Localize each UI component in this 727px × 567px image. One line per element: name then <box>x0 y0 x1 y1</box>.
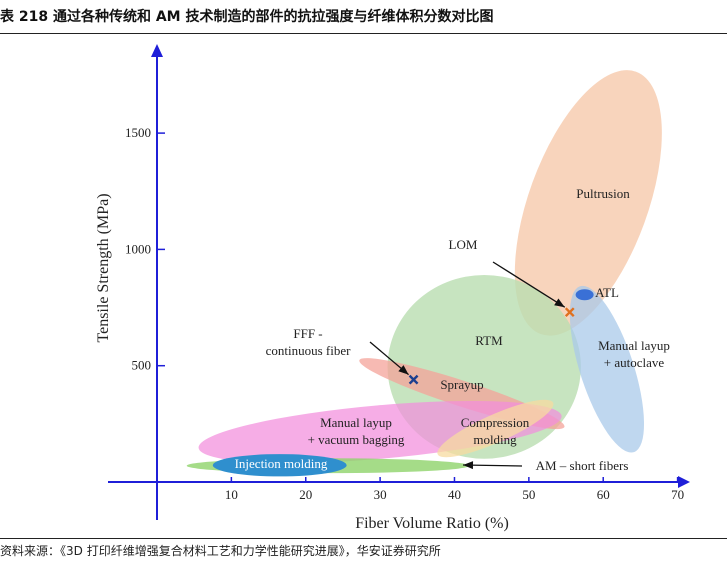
label-sprayup: Sprayup <box>440 377 483 392</box>
data-points <box>408 289 594 385</box>
x-axis-label: Fiber Volume Ratio (%) <box>355 515 509 532</box>
marker-atl <box>575 289 594 301</box>
x-tick-label: 40 <box>448 487 461 502</box>
source-note: 资料来源：《3D 打印纤维增强复合材料工艺和力学性能研究进展》，华安证券研究所 <box>0 544 441 558</box>
y-axis-label: Tensile Strength (MPa) <box>95 193 112 342</box>
title-divider <box>0 33 727 34</box>
y-tick-label: 1000 <box>125 241 151 256</box>
region-injection-molding <box>212 454 347 477</box>
label-am-short-fibers: AM – short fibers <box>536 458 629 473</box>
marker-lom <box>564 307 575 318</box>
label-fff-continuous-fiber: FFF -continuous fiber <box>266 326 352 358</box>
label-rtm: RTM <box>475 333 503 348</box>
label-compression-molding: Compression molding <box>461 415 530 447</box>
x-tick-label: 70 <box>671 487 684 502</box>
y-tick-label: 500 <box>132 358 152 373</box>
axes: 10 20 30 40 50 60 70 500 1000 1500 Fiber Volume Ra… <box>95 44 690 532</box>
y-tick-label: 1500 <box>125 125 151 140</box>
x-tick-label: 60 <box>597 487 610 502</box>
label-lom: LOM <box>449 237 478 252</box>
label-manual-layup-vacuum-bagging: Manual layup + vacuum bagging <box>308 415 405 447</box>
y-axis-arrow <box>151 44 163 57</box>
lom-pointer-arrow <box>492 261 566 308</box>
region-manual-layup-vacuum-bagging <box>198 400 562 464</box>
label-manual-layup-autoclave: Manual layup + autoclave <box>598 338 670 370</box>
x-axis-arrow <box>678 476 690 488</box>
x-tick-label: 10 <box>225 487 238 502</box>
annotations: Pultrusion RTM Manual layup + autoclave Spra… <box>235 186 670 473</box>
label-atl: ATL <box>595 285 619 300</box>
label-injection-molding: Injection molding <box>235 456 328 471</box>
source-divider <box>0 538 727 539</box>
am-short-pointer-arrow <box>462 461 523 470</box>
marker-fff-continuous-fiber <box>408 374 419 385</box>
x-tick-label: 20 <box>299 487 312 502</box>
figure-title: 表 218 通过各种传统和 AM 技术制造的部件的抗拉强度与纤维体积分数对比图 <box>0 9 494 25</box>
x-tick-label: 30 <box>374 487 387 502</box>
process-regions <box>186 70 662 477</box>
region-compression-molding <box>437 399 554 458</box>
region-pultrusion <box>514 70 662 336</box>
region-manual-layup-autoclave <box>569 285 645 453</box>
fff-pointer-arrow <box>369 341 409 376</box>
x-tick-label: 50 <box>522 487 535 502</box>
label-pultrusion: Pultrusion <box>576 186 630 201</box>
